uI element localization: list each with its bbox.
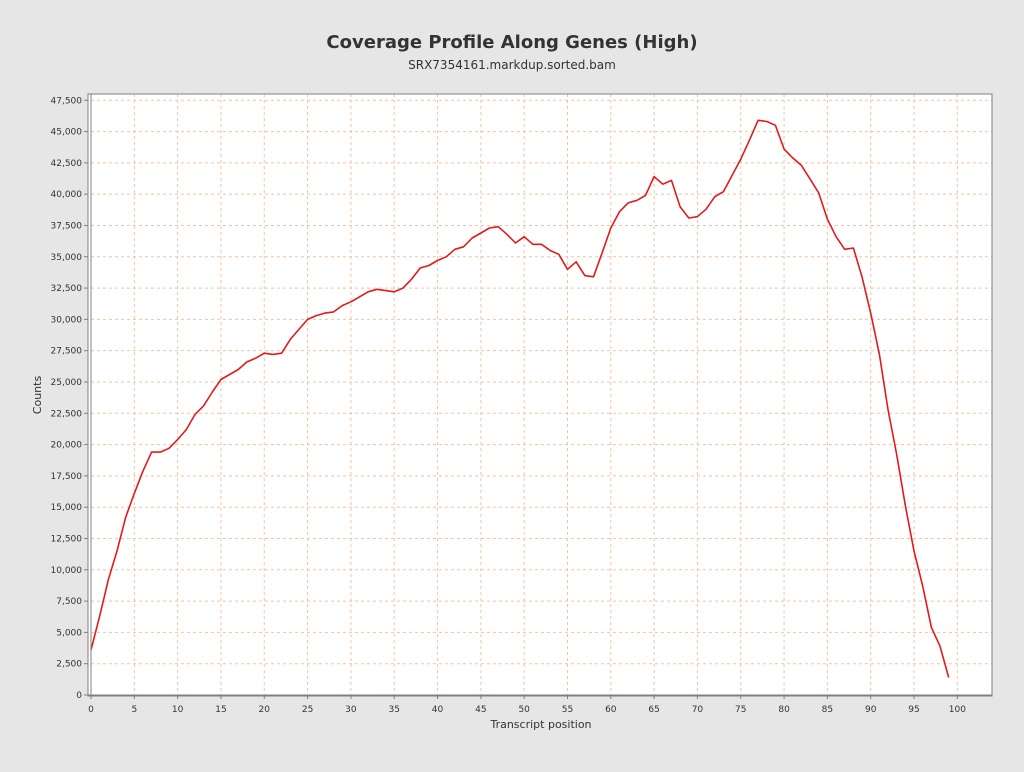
grid-lines (90, 94, 992, 695)
x-tick-label: 0 (88, 705, 94, 715)
plot-border (87, 93, 993, 697)
x-tick-label: 25 (302, 705, 313, 715)
plot-area (88, 94, 992, 696)
x-tick-label: 90 (865, 705, 877, 715)
series-layer (90, 119, 950, 678)
x-tick-label: 20 (259, 705, 271, 715)
y-tick-label: 2,500 (56, 660, 82, 670)
x-tick-label: 55 (562, 705, 573, 715)
x-tick-label: 50 (518, 705, 530, 715)
y-tick-label: 0 (76, 691, 82, 701)
y-tick-label: 15,000 (51, 503, 83, 513)
y-axis-label: Counts (31, 376, 44, 415)
y-tick-label: 45,000 (51, 128, 83, 138)
y-tick-label: 5,000 (56, 628, 82, 638)
x-tick-label: 85 (822, 705, 833, 715)
y-tick-label: 37,500 (51, 221, 83, 231)
y-tick-label: 32,500 (51, 284, 83, 294)
y-tick-label: 27,500 (51, 347, 83, 357)
x-tick-label: 65 (648, 705, 659, 715)
x-tick-label: 100 (949, 705, 966, 715)
x-tick-label: 75 (735, 705, 746, 715)
axes: 0 5 10 15 20 25 30 35 40 45 50 55 60 65 70 75 80 85 90 95 10… (51, 94, 992, 715)
y-tick-label: 42,500 (51, 159, 83, 169)
x-tick-label: 60 (605, 705, 617, 715)
y-tick-label: 7,500 (56, 597, 82, 607)
y-tick-label: 35,000 (51, 253, 83, 263)
x-tick-label: 70 (692, 705, 704, 715)
x-tick-label: 15 (215, 705, 226, 715)
x-tick-label: 30 (345, 705, 357, 715)
x-tick-label: 45 (475, 705, 486, 715)
y-tick-label: 25,000 (51, 378, 83, 388)
y-tick-label: 20,000 (51, 441, 83, 451)
y-tick-label: 40,000 (51, 190, 83, 200)
y-tick-label: 10,000 (51, 566, 83, 576)
y-tick-label: 30,000 (51, 315, 83, 325)
y-tick-label: 12,500 (51, 534, 83, 544)
y-tick-label: 17,500 (51, 472, 83, 482)
x-tick-label: 35 (388, 705, 399, 715)
y-tick-label: 47,500 (51, 96, 83, 106)
x-tick-label: 10 (172, 705, 184, 715)
x-tick-label: 5 (131, 705, 137, 715)
x-axis-label: Transcript position (489, 718, 591, 731)
chart-subtitle: SRX7354161.markdup.sorted.bam (408, 58, 616, 72)
x-tick-label: 95 (908, 705, 919, 715)
x-tick-label: 80 (778, 705, 790, 715)
y-tick-label: 22,500 (51, 409, 83, 419)
x-tick-label: 40 (432, 705, 444, 715)
chart-title: Coverage Profile Along Genes (High) (326, 32, 697, 53)
coverage-line (90, 119, 950, 678)
